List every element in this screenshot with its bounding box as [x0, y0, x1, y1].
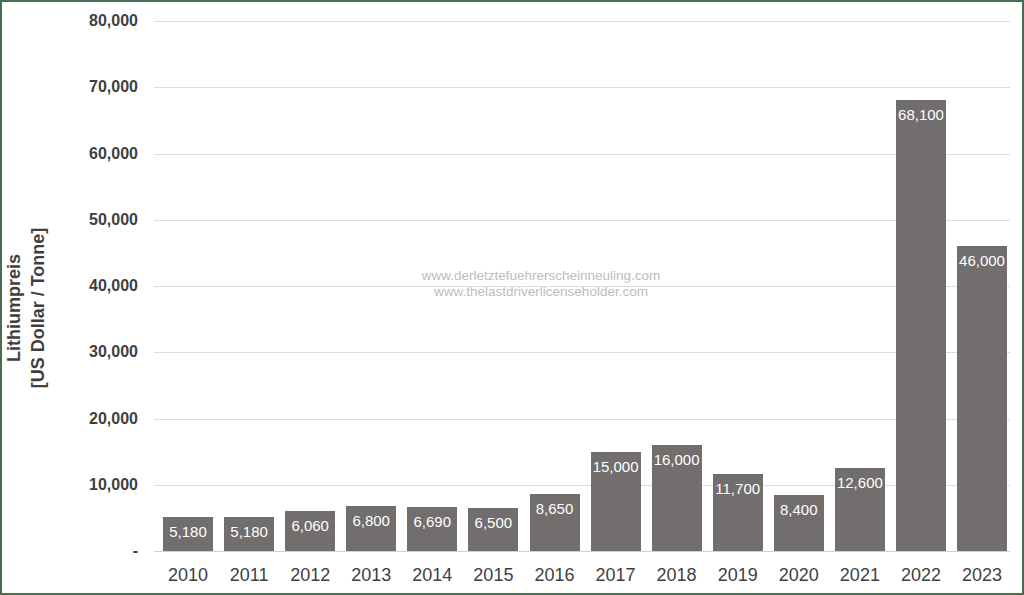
- bar-value-label: 46,000: [957, 246, 1007, 269]
- gridline: [154, 352, 1010, 353]
- x-tick-label: 2014: [397, 565, 467, 586]
- gridline: [154, 87, 1010, 88]
- bar-value-label: 12,600: [835, 468, 885, 491]
- bar-2018: 16,000: [652, 445, 702, 551]
- x-tick-label: 2015: [458, 565, 528, 586]
- bar-value-label: 5,180: [224, 517, 274, 540]
- bar-value-label: 15,000: [591, 452, 641, 475]
- x-tick-label: 2013: [336, 565, 406, 586]
- bar-2022: 68,100: [896, 100, 946, 551]
- bar-2014: 6,690: [407, 507, 457, 551]
- gridline: [154, 154, 1010, 155]
- x-tick-label: 2020: [764, 565, 834, 586]
- bar-value-label: 6,690: [407, 507, 457, 530]
- watermark-line2: www.thelastdriverlicenseholder.com: [371, 284, 711, 300]
- y-tick-label: 50,000: [2, 209, 138, 231]
- bar-2020: 8,400: [774, 495, 824, 551]
- x-tick-label: 2012: [275, 565, 345, 586]
- x-tick-label: 2023: [947, 565, 1017, 586]
- bar-2019: 11,700: [713, 474, 763, 552]
- x-tick-label: 2018: [642, 565, 712, 586]
- y-tick-label: 70,000: [2, 76, 138, 98]
- gridline: [154, 220, 1010, 221]
- bar-value-label: 11,700: [713, 474, 763, 497]
- y-tick-label: 60,000: [2, 143, 138, 165]
- x-tick-label: 2019: [703, 565, 773, 586]
- bar-value-label: 8,400: [774, 495, 824, 518]
- bar-value-label: 6,800: [346, 506, 396, 529]
- bar-2015: 6,500: [468, 508, 518, 551]
- y-tick-label: 40,000: [2, 275, 138, 297]
- gridline: [154, 21, 1010, 22]
- y-tick-label: 20,000: [2, 408, 138, 430]
- x-tick-label: 2017: [581, 565, 651, 586]
- gridline: [154, 419, 1010, 420]
- y-tick-label: 30,000: [2, 341, 138, 363]
- y-tick-label: -: [2, 540, 138, 562]
- x-tick-label: 2016: [520, 565, 590, 586]
- watermark-line1: www.derletztefuehrerscheinneuling.com: [371, 268, 711, 284]
- bar-value-label: 6,500: [468, 508, 518, 531]
- bar-value-label: 16,000: [652, 445, 702, 468]
- bar-2012: 6,060: [285, 511, 335, 551]
- bar-value-label: 5,180: [163, 517, 213, 540]
- bar-2017: 15,000: [591, 452, 641, 551]
- x-tick-label: 2021: [825, 565, 895, 586]
- bar-value-label: 68,100: [896, 100, 946, 123]
- bar-2010: 5,180: [163, 517, 213, 551]
- bar-2021: 12,600: [835, 468, 885, 552]
- bar-2011: 5,180: [224, 517, 274, 551]
- bar-2013: 6,800: [346, 506, 396, 551]
- y-tick-label: 10,000: [2, 474, 138, 496]
- bar-2016: 8,650: [530, 494, 580, 551]
- watermark: www.derletztefuehrerscheinneuling.com ww…: [371, 268, 711, 300]
- x-tick-label: 2010: [153, 565, 223, 586]
- bar-2023: 46,000: [957, 246, 1007, 551]
- x-axis-line: [154, 551, 1010, 552]
- bar-value-label: 8,650: [530, 494, 580, 517]
- x-tick-label: 2022: [886, 565, 956, 586]
- lithium-price-bar-chart: Lithiumpreis [US Dollar / Tonne] -10,000…: [0, 0, 1024, 595]
- y-axis-title-line2: [US Dollar / Tonne]: [28, 228, 48, 389]
- bar-value-label: 6,060: [285, 511, 335, 534]
- x-tick-label: 2011: [214, 565, 284, 586]
- y-tick-label: 80,000: [2, 10, 138, 32]
